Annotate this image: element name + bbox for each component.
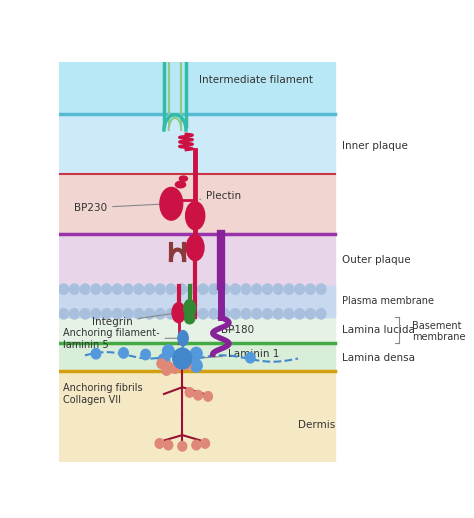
Text: Lamina lucida: Lamina lucida (342, 325, 415, 335)
Ellipse shape (175, 181, 186, 188)
Circle shape (155, 284, 165, 294)
Circle shape (201, 439, 210, 448)
Circle shape (155, 439, 164, 448)
Text: Outer plaque: Outer plaque (342, 254, 411, 265)
Circle shape (91, 284, 100, 294)
Circle shape (185, 387, 194, 397)
Circle shape (191, 348, 202, 360)
Circle shape (158, 354, 170, 367)
Circle shape (141, 349, 150, 359)
Circle shape (164, 440, 173, 450)
Ellipse shape (186, 202, 205, 229)
Text: Laminin 1: Laminin 1 (196, 349, 280, 359)
Circle shape (112, 309, 122, 319)
Ellipse shape (178, 330, 188, 346)
Circle shape (188, 309, 197, 319)
Circle shape (295, 309, 304, 319)
Circle shape (209, 309, 219, 319)
Circle shape (263, 284, 272, 294)
Circle shape (182, 360, 191, 370)
Circle shape (145, 284, 154, 294)
Circle shape (91, 349, 101, 359)
Text: Lamina densa: Lamina densa (342, 353, 415, 363)
Circle shape (166, 309, 176, 319)
Circle shape (162, 366, 171, 375)
Circle shape (102, 309, 111, 319)
Circle shape (164, 362, 173, 371)
Text: Plasma membrane: Plasma membrane (342, 296, 434, 307)
Circle shape (284, 309, 294, 319)
Circle shape (252, 284, 262, 294)
Ellipse shape (186, 235, 204, 261)
Circle shape (80, 284, 90, 294)
Circle shape (198, 284, 208, 294)
Circle shape (188, 284, 197, 294)
Circle shape (157, 359, 166, 368)
Circle shape (70, 284, 79, 294)
Text: Dermis: Dermis (298, 420, 335, 430)
Ellipse shape (172, 303, 185, 323)
Circle shape (273, 309, 283, 319)
Circle shape (263, 309, 272, 319)
Circle shape (192, 440, 201, 450)
Circle shape (91, 309, 100, 319)
Circle shape (123, 284, 133, 294)
Circle shape (80, 309, 90, 319)
Circle shape (112, 284, 122, 294)
Text: Basement
membrane: Basement membrane (412, 321, 465, 342)
Circle shape (177, 284, 186, 294)
Circle shape (59, 309, 68, 319)
Circle shape (220, 309, 229, 319)
Circle shape (134, 284, 144, 294)
Text: Intermediate filament: Intermediate filament (199, 75, 313, 85)
Circle shape (273, 284, 283, 294)
Text: Anchoring fibrils
Collagen VII: Anchoring fibrils Collagen VII (63, 383, 143, 405)
Circle shape (194, 391, 202, 400)
Circle shape (59, 284, 68, 294)
Circle shape (163, 345, 174, 358)
Circle shape (241, 284, 251, 294)
Circle shape (191, 359, 202, 372)
Circle shape (295, 284, 304, 294)
Text: Integrin: Integrin (92, 313, 176, 327)
Circle shape (155, 309, 165, 319)
Ellipse shape (184, 299, 196, 318)
Circle shape (220, 284, 229, 294)
Circle shape (184, 313, 195, 324)
Circle shape (171, 364, 179, 373)
Circle shape (134, 309, 144, 319)
Circle shape (241, 309, 251, 319)
Circle shape (198, 309, 208, 319)
Circle shape (166, 284, 176, 294)
Circle shape (119, 348, 128, 358)
Circle shape (123, 309, 133, 319)
Text: Inner plaque: Inner plaque (342, 141, 408, 151)
Circle shape (70, 309, 79, 319)
Circle shape (252, 309, 262, 319)
Circle shape (316, 309, 326, 319)
Circle shape (306, 309, 315, 319)
Circle shape (209, 284, 219, 294)
Circle shape (178, 441, 187, 451)
Circle shape (316, 284, 326, 294)
Ellipse shape (160, 188, 182, 220)
Circle shape (173, 348, 192, 369)
Text: Anchoring filament-
laminin 5: Anchoring filament- laminin 5 (63, 328, 180, 350)
Circle shape (174, 357, 183, 367)
Circle shape (246, 353, 255, 363)
Circle shape (177, 309, 186, 319)
Text: Plectin: Plectin (200, 191, 241, 201)
Circle shape (102, 284, 111, 294)
Text: BP180: BP180 (221, 325, 254, 335)
Ellipse shape (179, 176, 187, 181)
Circle shape (204, 392, 212, 401)
Circle shape (284, 284, 294, 294)
Circle shape (145, 309, 154, 319)
Text: BP230: BP230 (74, 203, 167, 213)
Circle shape (230, 309, 240, 319)
Circle shape (230, 284, 240, 294)
Circle shape (306, 284, 315, 294)
